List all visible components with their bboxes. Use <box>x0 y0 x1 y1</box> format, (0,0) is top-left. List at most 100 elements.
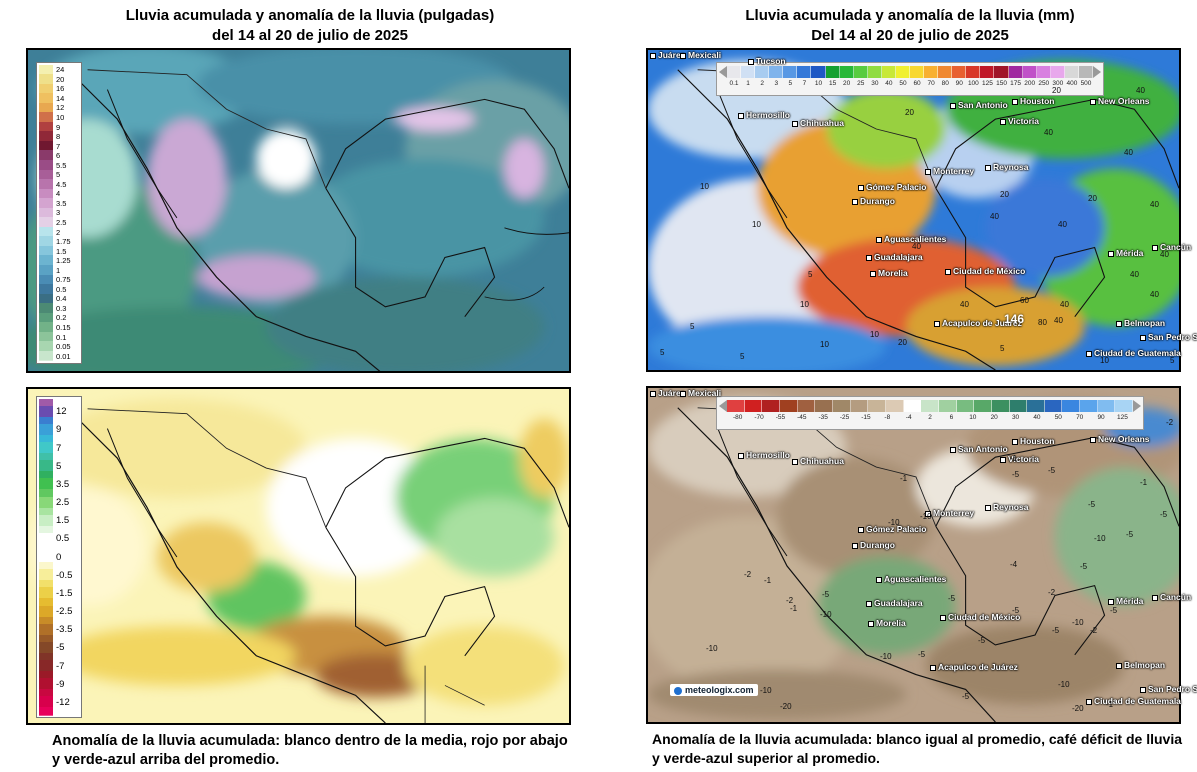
legend-tick: 2 <box>760 80 764 87</box>
legend-label: 1.75 <box>56 237 71 247</box>
legend-cell <box>727 66 742 78</box>
legend-label: 0.15 <box>56 323 71 333</box>
city-label: Ciudad de México <box>945 266 1025 276</box>
value-label: 40 <box>1136 86 1145 95</box>
legend-cell <box>1062 400 1081 412</box>
value-label: 10 <box>800 300 809 309</box>
legend-cell <box>1009 400 1028 412</box>
value-label: -10 <box>1072 618 1084 627</box>
meteologix-logo: meteologix.com <box>670 684 758 696</box>
value-label: 40 <box>1150 290 1159 299</box>
legend-cell <box>895 66 911 78</box>
legend-cell <box>839 66 854 78</box>
legend-label: 24 <box>56 65 65 75</box>
legend-label: 4.5 <box>56 179 67 189</box>
legend-cell <box>783 66 798 78</box>
legend-label: -5 <box>56 642 65 654</box>
legend-cell <box>727 400 745 412</box>
legend-cell <box>867 66 882 78</box>
city-label: Mérida <box>1108 248 1143 258</box>
legend-row: 0 <box>37 551 81 564</box>
value-label: -5 <box>1012 606 1020 615</box>
legend-cell <box>1022 66 1037 78</box>
legend-label: 0.3 <box>56 303 67 313</box>
value-label: -20 <box>1072 704 1084 713</box>
city-label: Acapulco de Juárez <box>934 318 1022 328</box>
rain-inches-legend: 24 20 16 14 12 10 9 8 7 6 5.5 5 4.5 4 3.5 3 2.5 2 1.75 1.5 1… <box>36 62 82 364</box>
legend-cell <box>868 400 886 412</box>
legend-cell <box>769 66 784 78</box>
legend-tick: 125 <box>982 80 993 87</box>
legend-label: -1.5 <box>56 587 73 599</box>
city-label: Tucson <box>748 56 786 66</box>
rain-mm-legend-ticks: 0.1 1 2 3 5 7 10 15 20 25 30 40 50 60 70 80 90 100 125 150 1… <box>727 80 1093 87</box>
max-rain-value: 146 <box>1004 312 1025 326</box>
legend-cell <box>966 66 981 78</box>
left-caption: Anomalía de la lluvia acumulada: blanco … <box>52 733 568 768</box>
legend-tick: -25 <box>839 414 850 421</box>
legend-tick: 40 <box>1033 414 1041 421</box>
value-label: 10 <box>752 220 761 229</box>
legend-tick: 0.1 <box>729 80 739 87</box>
legend-label: 9 <box>56 424 62 436</box>
legend-tick: -15 <box>861 414 871 421</box>
value-label: -5 <box>948 594 956 603</box>
legend-label: -2.5 <box>56 606 73 618</box>
legend-tick: 60 <box>913 80 921 87</box>
city-label: Monterrey <box>925 508 974 518</box>
value-label: -10 <box>920 512 932 521</box>
legend-row: -0.5 <box>37 569 81 582</box>
value-label: 40 <box>1150 200 1159 209</box>
legend-cell <box>797 66 812 78</box>
value-label: -1 <box>1106 700 1114 709</box>
city-label: Guadalajara <box>866 252 923 262</box>
value-label: -5 <box>1110 606 1118 615</box>
legend-row: 7 <box>37 442 81 455</box>
legend-cell <box>825 66 840 78</box>
right-title: Lluvia acumulada y anomalía de la lluvia… <box>640 6 1180 46</box>
legend-tick: 250 <box>1038 80 1050 87</box>
legend-label: 8 <box>56 132 61 142</box>
value-label: 20 <box>1088 194 1097 203</box>
value-label: -5 <box>1126 530 1134 539</box>
legend-row: 9 <box>37 423 81 436</box>
legend-label: 0.05 <box>56 342 71 352</box>
value-label: 80 <box>1038 318 1047 327</box>
value-label: 40 <box>1160 250 1169 259</box>
value-label: -2 <box>1048 588 1056 597</box>
legend-arrow-right-icon <box>1133 400 1141 412</box>
legend-label: 3.5 <box>56 198 67 208</box>
legend-tick: 50 <box>899 80 907 87</box>
legend-tick: 2 <box>928 414 932 421</box>
legend-label: 0 <box>56 551 62 563</box>
legend-tick: 200 <box>1024 80 1036 87</box>
value-label: -10 <box>1094 534 1106 543</box>
right-caption: Anomalía de la lluvia acumulada: blanco … <box>652 731 1182 766</box>
legend-tick: -55 <box>775 414 786 421</box>
value-label: -2 <box>1166 418 1174 427</box>
legend-label: 7 <box>56 141 61 151</box>
city-label: Aguascalientes <box>876 234 946 244</box>
legend-cell <box>1115 400 1134 412</box>
legend-tick: 300 <box>1052 80 1064 87</box>
value-label: -5 <box>962 692 970 701</box>
legend-cell <box>924 66 939 78</box>
legend-row: -7 <box>37 660 81 673</box>
legend-label: 3 <box>56 208 61 218</box>
legend-row: 2.5 <box>37 496 81 509</box>
city-label: Mérida <box>1108 596 1143 606</box>
legend-cell <box>815 400 833 412</box>
legend-tick: 10 <box>814 80 823 87</box>
legend-tick: 6 <box>949 414 954 421</box>
city-label: Gómez Palacio <box>858 524 926 534</box>
legend-label: 16 <box>56 84 65 94</box>
value-label: 5 <box>808 270 813 279</box>
legend-label: 10 <box>56 113 65 122</box>
legend-cell <box>811 66 826 78</box>
legend-cell <box>1027 400 1045 412</box>
value-label: -10 <box>760 686 772 695</box>
rain-mm-legend: 0.1 1 2 3 5 7 10 15 20 25 30 40 50 60 70 80 90 100 125 150 1… <box>716 62 1104 96</box>
city-label: Hermosillo <box>738 450 790 460</box>
left-title-line-2: del 14 al 20 de julio de 2025 <box>212 27 408 44</box>
city-label: Morelia <box>868 618 906 628</box>
